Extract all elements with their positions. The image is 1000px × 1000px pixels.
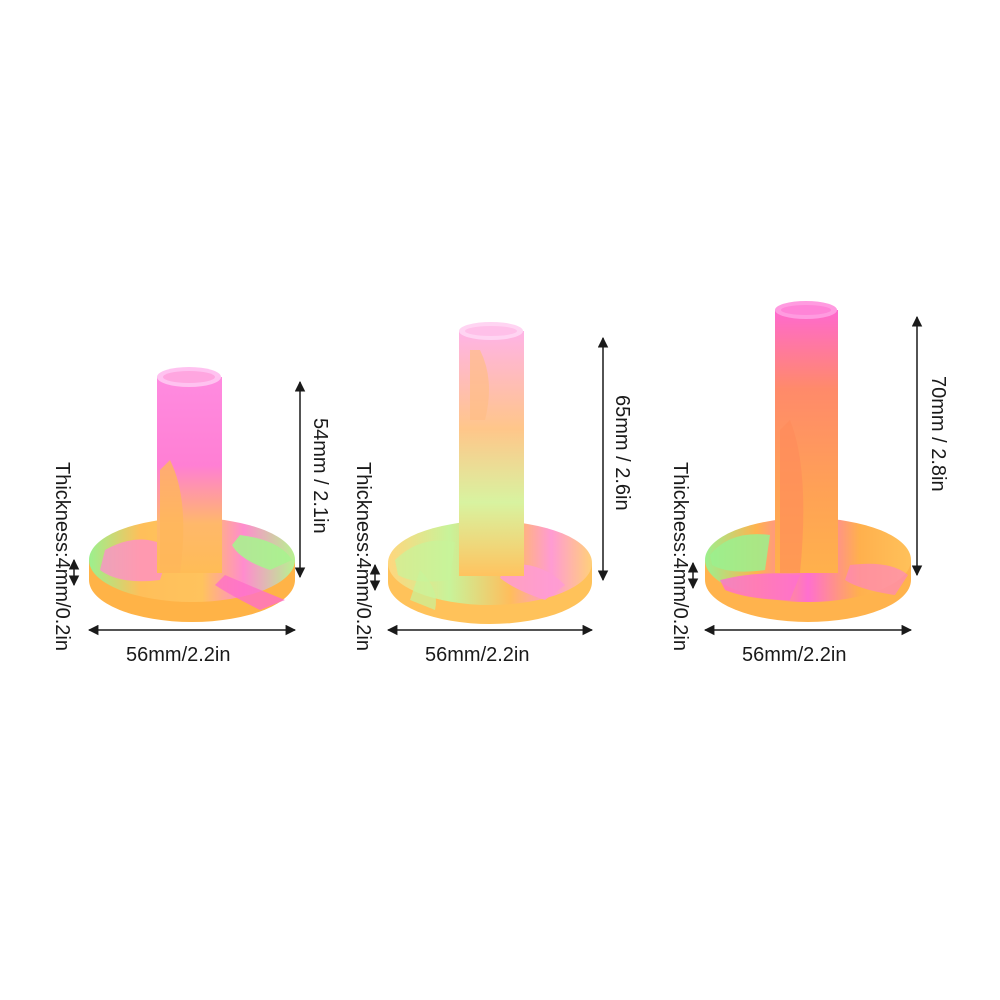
product-2-thickness-label: Thickness:4mm/0.2in: [352, 462, 374, 651]
product-1-height-label: 54mm / 2.1in: [309, 418, 331, 534]
product-2-height-label: 65mm / 2.6in: [611, 395, 633, 511]
golf-tee-holder-tall: [705, 301, 911, 622]
product-3-thickness-label: Thickness:4mm/0.2in: [669, 462, 691, 651]
golf-tee-holder-short: [89, 367, 295, 622]
product-1-width-label: 56mm/2.2in: [126, 644, 231, 666]
product-3-height-label: 70mm / 2.8in: [927, 376, 949, 492]
golf-tee-holder-medium: [388, 322, 592, 624]
product-1-thickness-label: Thickness:4mm/0.2in: [51, 462, 73, 651]
product-3-width-label: 56mm/2.2in: [742, 644, 847, 666]
product-2-width-label: 56mm/2.2in: [425, 644, 530, 666]
